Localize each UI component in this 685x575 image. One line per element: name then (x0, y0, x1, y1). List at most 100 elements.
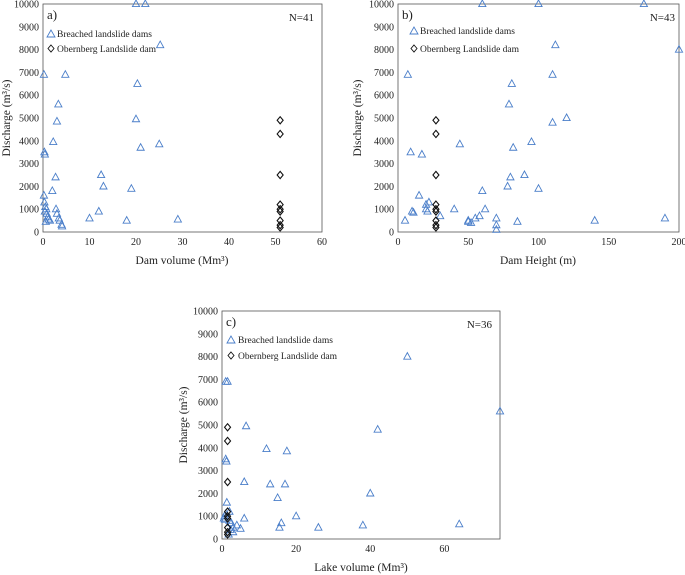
obernberg-dam-point (223, 477, 232, 487)
breached-dam-point (674, 44, 684, 53)
breached-dam-point (236, 523, 245, 532)
obernberg-dam-point (276, 220, 284, 230)
breached-dam-point (39, 69, 49, 78)
breached-dam-point (241, 421, 251, 430)
legend-label-breached-c: Breached landslide dams (238, 336, 333, 346)
breached-dam-point (39, 190, 49, 199)
breached-dam-point (48, 137, 58, 145)
breached-dam-point (42, 208, 52, 217)
x-tick-label: 30 (178, 237, 188, 248)
legend-triangle-marker-a (46, 29, 56, 38)
obernberg-dam-point (432, 207, 440, 216)
breached-dam-point (85, 213, 94, 222)
breached-dam-point (222, 456, 231, 465)
y-tick-label: 0 (213, 535, 218, 546)
breached-dam-point (280, 479, 290, 488)
x-tick-label: 200 (672, 237, 685, 248)
y-tick-label: 6000 (198, 398, 218, 409)
breached-dam-point (435, 211, 445, 220)
breached-dam-point (480, 204, 490, 213)
x-axis-label-c: Lake volume (Mm³) (314, 562, 408, 574)
breached-dam-point (503, 181, 512, 190)
x-axis-label-b: Dam Height (m) (500, 255, 576, 267)
tick-labels-a: 0100020003000400050006000700080009000100… (14, 0, 327, 248)
breached-dam-point (463, 216, 473, 225)
legend-diamond-marker-b (410, 44, 418, 53)
breached-dam-point (53, 99, 63, 108)
legend-b: Breached landslide dams Obernberg Landsl… (409, 26, 520, 55)
breached-dam-point (51, 172, 60, 181)
breached-dam-point (223, 376, 232, 385)
legend-c: Breached landslide dams Obernberg Landsl… (226, 335, 338, 362)
breached-dam-point (226, 518, 236, 527)
breached-dam-point (470, 213, 480, 222)
breached-dam-point (414, 190, 424, 199)
breached-dam-point (47, 186, 57, 195)
breached-dam-point (273, 493, 282, 502)
breached-dam-point (155, 40, 165, 49)
x-tick-label: 100 (531, 237, 546, 248)
obernberg-dam-point (223, 436, 232, 446)
breached-dam-point (402, 351, 412, 360)
breached-dam-point (358, 520, 368, 529)
y-tick-label: 10000 (369, 0, 394, 11)
obernberg-dam-point (276, 129, 284, 139)
obernberg-dam-point (223, 529, 232, 539)
breached-dam-point (275, 522, 284, 531)
breached-dam-point (504, 99, 514, 108)
x-tick-label: 60 (439, 544, 449, 555)
breached-dam-point (40, 147, 49, 156)
y-tick-label: 7000 (198, 375, 218, 386)
breached-dam-point (239, 477, 249, 486)
chart-panel-c: 0 1000 2000 3000 4000 5000 6000 7000 8000 9000 100… (178, 307, 505, 574)
breached-dam-point (94, 206, 104, 215)
y-tick-label: 8000 (19, 45, 39, 56)
obernberg-dam-point (276, 222, 284, 232)
y-tick-label: 2000 (374, 182, 394, 193)
obernberg-dam-point (223, 511, 232, 521)
n-count-c: N=36 (467, 319, 493, 331)
breached-dam-point (276, 518, 286, 527)
breached-dam-point (57, 221, 67, 230)
x-tick-label: 0 (220, 544, 225, 555)
x-tick-label: 0 (396, 237, 401, 248)
breached-dam-point (282, 446, 292, 455)
breached-dam-point (491, 213, 501, 222)
breached-dam-point (400, 215, 410, 224)
legend-label-obernberg-a: Obernberg Landslide dam (57, 45, 157, 55)
x-tick-label: 40 (224, 237, 234, 248)
obernberg-dam-point (432, 204, 440, 214)
y-tick-label: 3000 (374, 159, 394, 170)
obernberg-dam-point (432, 222, 440, 232)
breached-dam-point (262, 444, 271, 452)
y-tick-label: 5000 (374, 114, 394, 125)
y-tick-label: 4000 (198, 443, 218, 454)
obernberg-dam-point (432, 220, 440, 230)
breached-dam-point (314, 522, 323, 531)
y-tick-label: 5000 (19, 114, 39, 125)
breached-dam-point (590, 215, 600, 224)
breached-dam-point (527, 137, 536, 145)
y-tick-label: 8000 (198, 352, 218, 363)
breached-dam-point (477, 0, 487, 8)
breached-dam-point (454, 519, 464, 528)
y-tick-label: 1000 (198, 512, 218, 523)
breached-dam-point (534, 183, 543, 192)
obernberg-dam-point (276, 204, 284, 214)
breached-dam-point (475, 211, 484, 220)
breached-dam-point (508, 142, 518, 151)
breached-dam-point (477, 186, 487, 195)
n-count-a: N=41 (289, 12, 314, 24)
breached-dam-point (126, 183, 136, 192)
breached-dam-point (140, 0, 150, 8)
y-tick-label: 5000 (198, 421, 218, 432)
y-tick-label: 9000 (374, 22, 394, 33)
breached-dam-point (520, 170, 529, 179)
breached-dam-point (421, 199, 431, 208)
y-tick-label: 9000 (19, 22, 39, 33)
breached-dam-point (291, 511, 301, 520)
breached-dam-point (409, 207, 418, 216)
breached-dam-point (228, 527, 238, 536)
x-tick-label: 150 (601, 237, 616, 248)
